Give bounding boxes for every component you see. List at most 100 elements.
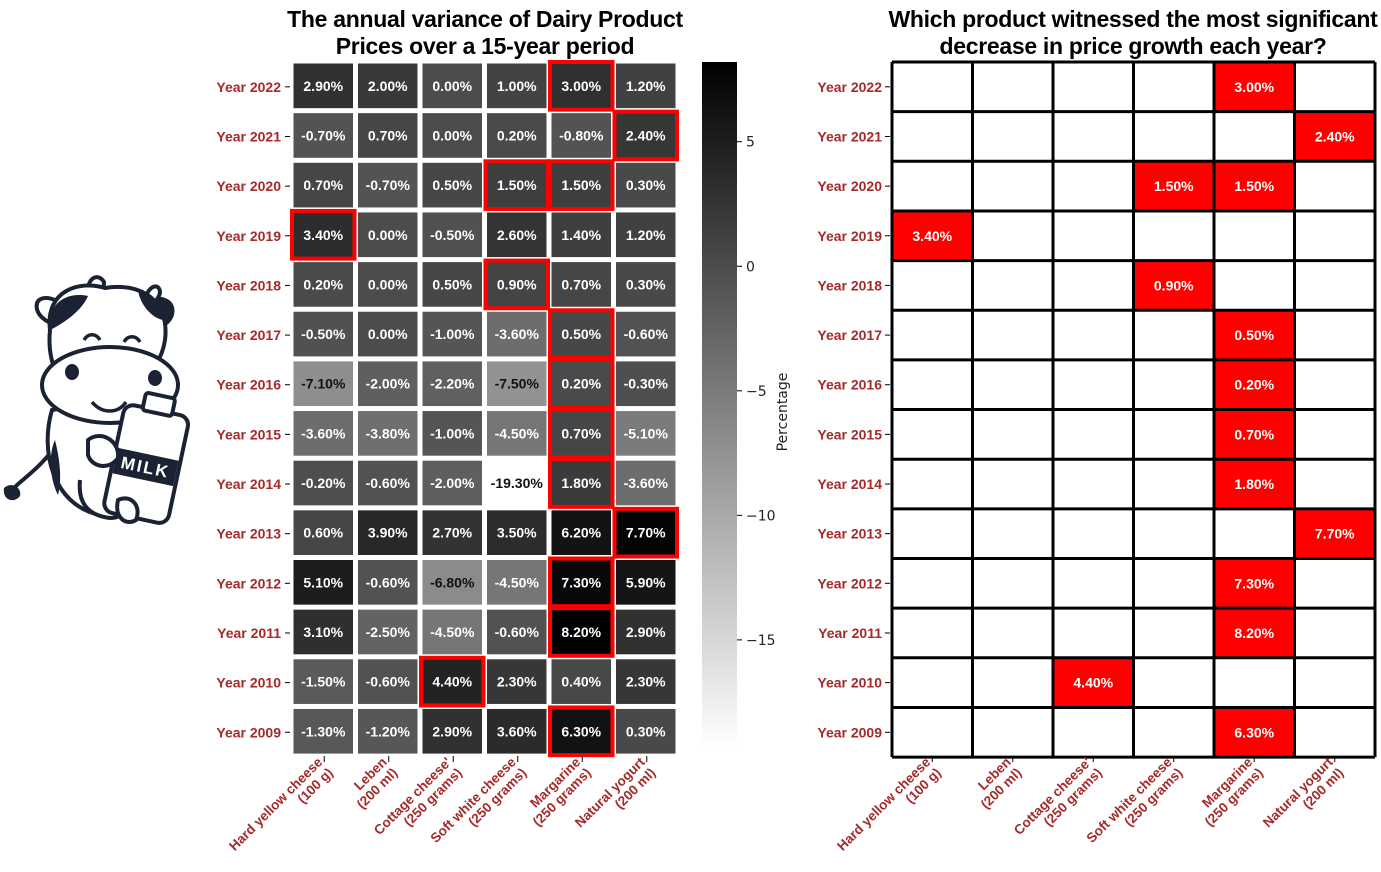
heatmap-chart: The annual variance of Dairy Product Pri… — [216, 6, 683, 854]
highlight-box — [548, 60, 615, 112]
highlight-cell-value: 1.50% — [1234, 178, 1274, 194]
heatmap-cell-value: 2.90% — [303, 78, 343, 94]
heatmap-cell — [293, 510, 353, 555]
highlight-cell — [1294, 508, 1375, 559]
heatmap-cell-value: -2.20% — [430, 376, 475, 392]
heatmap-cell-value: 2.40% — [626, 127, 666, 143]
heatmap-cell-value: 0.50% — [432, 177, 472, 193]
row-label: Year 2017 — [216, 327, 281, 343]
heatmap-cell — [616, 460, 676, 506]
heatmap-cell-value: 0.70% — [303, 177, 343, 193]
highlight-cell — [1214, 359, 1295, 410]
highlight-cell-value: 8.20% — [1234, 625, 1274, 641]
table-title-line-1: Which product witnessed the most signifi… — [888, 6, 1378, 32]
heatmap-cell-value: 1.20% — [626, 78, 666, 94]
row-label: Year 2009 — [216, 724, 281, 740]
heatmap-cell — [551, 262, 611, 307]
column-label: Hard yellow cheese(100 g) — [834, 754, 944, 854]
highlight-box — [419, 655, 486, 708]
heatmap-cell-value: 0.20% — [497, 127, 537, 143]
colorbar-label: Percentage — [775, 373, 791, 452]
highlight-cell-value: 0.20% — [1234, 377, 1274, 393]
heatmap-title-line-2: Prices over a 15-year period — [336, 33, 634, 59]
heatmap-cell — [422, 609, 482, 655]
heatmap-cell-value: 2.00% — [368, 78, 408, 94]
row-label: Year 2012 — [216, 575, 281, 591]
heatmap-cell-value: 1.50% — [561, 177, 601, 193]
heatmap-cell-value: -0.80% — [559, 127, 604, 143]
heatmap-cell-value: 4.40% — [432, 674, 472, 690]
highlight-cell — [1053, 657, 1134, 708]
colorbar-gradient — [702, 62, 737, 747]
heatmap-cell — [293, 560, 353, 605]
heatmap-cell-value: 2.70% — [432, 525, 472, 541]
heatmap-cell-value: 2.90% — [626, 624, 666, 640]
heatmap-cell-value: 0.00% — [432, 127, 472, 143]
heatmap-cell — [293, 113, 353, 158]
heatmap-cell-value: -7.10% — [301, 376, 346, 392]
row-label: Year 2017 — [817, 327, 882, 343]
heatmap-cell-value: 0.30% — [626, 177, 666, 193]
heatmap-cell-value: 0.70% — [561, 425, 601, 441]
heatmap-cell — [358, 659, 418, 704]
highlight-box — [548, 308, 615, 360]
heatmap-cell — [616, 63, 676, 109]
heatmap-cell — [487, 708, 547, 754]
colorbar-tick-label: 0 — [746, 259, 755, 275]
heatmap-cell — [616, 361, 676, 407]
heatmap-cell — [616, 708, 676, 754]
heatmap-cell — [422, 63, 482, 109]
highlight-cell — [1294, 111, 1375, 162]
heatmap-cell — [293, 460, 353, 506]
heatmap-cell — [551, 411, 611, 456]
highlight-cell-value: 0.50% — [1234, 327, 1274, 343]
heatmap-cell-value: 0.90% — [497, 276, 537, 292]
heatmap-cell — [358, 411, 418, 456]
column-label-line: Hard yellow cheese — [834, 754, 934, 854]
heatmap-cell-value: 0.00% — [368, 276, 408, 292]
highlight-cell — [1214, 558, 1295, 609]
heatmap-cell-value: 8.20% — [561, 624, 601, 640]
highlight-box — [612, 109, 679, 162]
highlight-box — [290, 208, 357, 261]
heatmap-cell — [422, 113, 482, 158]
highlight-cell — [1214, 459, 1295, 509]
heatmap-cell — [293, 262, 353, 307]
highlight-cell — [1214, 62, 1295, 112]
heatmap-cell-value: 1.50% — [497, 177, 537, 193]
row-label: Year 2012 — [817, 575, 882, 591]
heatmap-cell-value: -2.00% — [366, 376, 411, 392]
heatmap-cell — [293, 63, 353, 109]
heatmap-cell-value: 3.00% — [561, 78, 601, 94]
column-label: Margarine(250 grams) — [1199, 754, 1266, 829]
heatmap-cell-value: -2.50% — [366, 624, 411, 640]
heatmap-cell — [358, 560, 418, 605]
heatmap-cell — [487, 212, 547, 258]
heatmap-cell-value: 7.30% — [561, 574, 601, 590]
column-label-line: Hard yellow cheese — [226, 754, 326, 854]
highlight-cell — [1133, 161, 1214, 211]
heatmap-cell — [293, 659, 353, 704]
heatmap-cell-value: 0.00% — [432, 78, 472, 94]
heatmap-cell-value: 1.40% — [561, 227, 601, 243]
heatmap-cell-value: -4.50% — [495, 574, 540, 590]
highlight-cell — [1214, 707, 1295, 758]
highlight-cell — [892, 210, 973, 261]
heatmap-cell-value: -1.50% — [301, 674, 346, 690]
row-label: Year 2021 — [216, 128, 281, 144]
highlight-box — [548, 407, 615, 460]
heatmap-cell-value: -6.80% — [430, 574, 475, 590]
heatmap-cell-value: -3.60% — [624, 475, 669, 491]
heatmap-cell — [616, 162, 676, 208]
heatmap-cell — [422, 708, 482, 754]
heatmap-cell-value: -1.00% — [430, 425, 475, 441]
heatmap-cell — [616, 113, 676, 158]
heatmap-cell — [358, 361, 418, 407]
highlight-box — [548, 705, 615, 758]
heatmap-cell-value: -1.00% — [430, 326, 475, 342]
row-label: Year 2010 — [216, 675, 281, 691]
highlight-cell-value: 2.40% — [1315, 128, 1355, 144]
cow-holding-milk-bottle-icon: MILK — [3, 275, 191, 525]
colorbar-tick-label: −10 — [746, 508, 776, 524]
highlight-cell-value: 4.40% — [1073, 675, 1113, 691]
